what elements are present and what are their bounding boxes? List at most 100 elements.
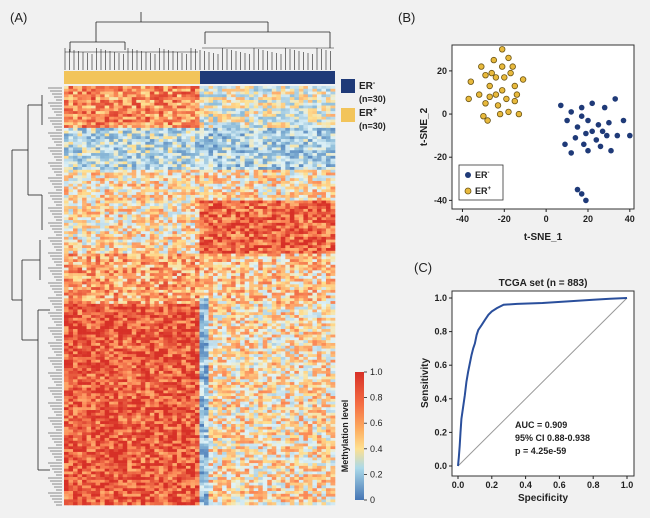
heatmap-cell [289,167,295,171]
heatmap-cell [194,222,200,226]
heatmap-cell [185,192,191,196]
heatmap-cell [280,261,286,266]
heatmap-cell [213,133,218,137]
heatmap-cell [267,122,273,126]
heatmap-cell [307,116,313,120]
heatmap-cell [176,113,182,118]
heatmap-cell [136,248,142,252]
heatmap-cell [199,122,205,126]
heatmap-cell [145,119,151,123]
heatmap-cell [190,161,196,165]
heatmap-cell [140,236,146,240]
heatmap-cell [113,153,119,157]
heatmap-cell [244,111,250,115]
heatmap-cell [154,220,160,224]
heatmap-cell [285,88,291,92]
heatmap-cell [136,161,142,165]
heatmap-cell [199,88,205,92]
heatmap-cell [73,130,78,134]
heatmap-cell [204,180,209,185]
heatmap-cell [176,231,182,235]
heatmap-cell [91,222,96,226]
heatmap-cell [204,200,209,204]
heatmap-cell [194,303,200,307]
heatmap-cell [158,259,164,263]
heatmap-cell [280,141,286,145]
heatmap-cell [267,144,273,148]
heatmap-cell [176,253,182,257]
heatmap-cell [194,206,200,210]
heatmap-cell [100,94,105,98]
heatmap-cell [86,206,92,210]
heatmap-cell [303,242,309,246]
heatmap-cell [140,273,146,277]
heatmap-cell [77,192,83,196]
heatmap-cell [240,281,245,285]
heatmap-cell [312,256,318,260]
heatmap-cell [109,245,114,249]
heatmap-cell [176,281,182,285]
heatmap-cell [267,88,273,92]
heatmap-cell [258,295,264,299]
heatmap-cell [199,270,205,274]
heatmap-cell [262,239,268,243]
heatmap-cell [321,239,327,243]
heatmap-cell [298,231,304,235]
heatmap-cell [231,295,236,299]
heatmap-cell [104,119,110,123]
heatmap-cell [145,273,151,277]
heatmap-cell [163,86,169,90]
heatmap-cell [267,278,273,282]
heatmap-cell [226,225,232,229]
heatmap-cell [104,298,110,302]
heatmap-cell [73,264,78,268]
heatmap-cell [131,245,137,249]
heatmap-cell [190,239,196,243]
heatmap-cell [258,122,264,126]
heatmap-cell [104,122,110,126]
heatmap-cell [181,144,187,148]
heatmap-cell [303,122,309,126]
heatmap-cell [95,153,101,157]
heatmap-cell [145,301,151,305]
heatmap-cell [303,197,309,201]
heatmap-cell [95,155,101,159]
heatmap-cell [226,172,232,176]
heatmap-cell [240,158,245,162]
heatmap-cell [113,236,119,240]
heatmap-cell [285,91,291,95]
heatmap-cell [240,301,245,305]
heatmap-cell [280,88,286,92]
heatmap-cell [330,180,336,185]
heatmap-cell [190,298,196,302]
heatmap-cell [73,203,78,207]
heatmap-cell [235,172,241,176]
heatmap-cell [312,111,318,115]
heatmap-cell [122,91,128,95]
heatmap-cell [298,125,304,129]
heatmap-cell [280,292,286,296]
heatmap-cell [163,248,169,252]
heatmap-cell [167,88,173,92]
heatmap-cell [73,225,78,229]
heatmap-cell [118,147,124,151]
heatmap-cell [276,292,282,296]
heatmap-cell [172,214,178,218]
heatmap-cell [145,153,151,157]
heatmap-cell [217,292,223,296]
heatmap-cell [321,167,327,171]
heatmap-cell [113,194,119,199]
heatmap-cell [82,250,87,254]
heatmap-cell [262,220,268,224]
heatmap-cell [321,222,327,226]
heatmap-cell [82,211,87,215]
heatmap-cell [321,130,327,134]
heatmap-cell [330,150,336,154]
heatmap-cell [149,273,155,277]
heatmap-cell [258,192,264,196]
heatmap-cell [109,228,114,232]
heatmap-cell [240,211,245,215]
heatmap-cell [131,192,137,196]
heatmap-cell [276,217,282,221]
heatmap-cell [95,86,101,90]
